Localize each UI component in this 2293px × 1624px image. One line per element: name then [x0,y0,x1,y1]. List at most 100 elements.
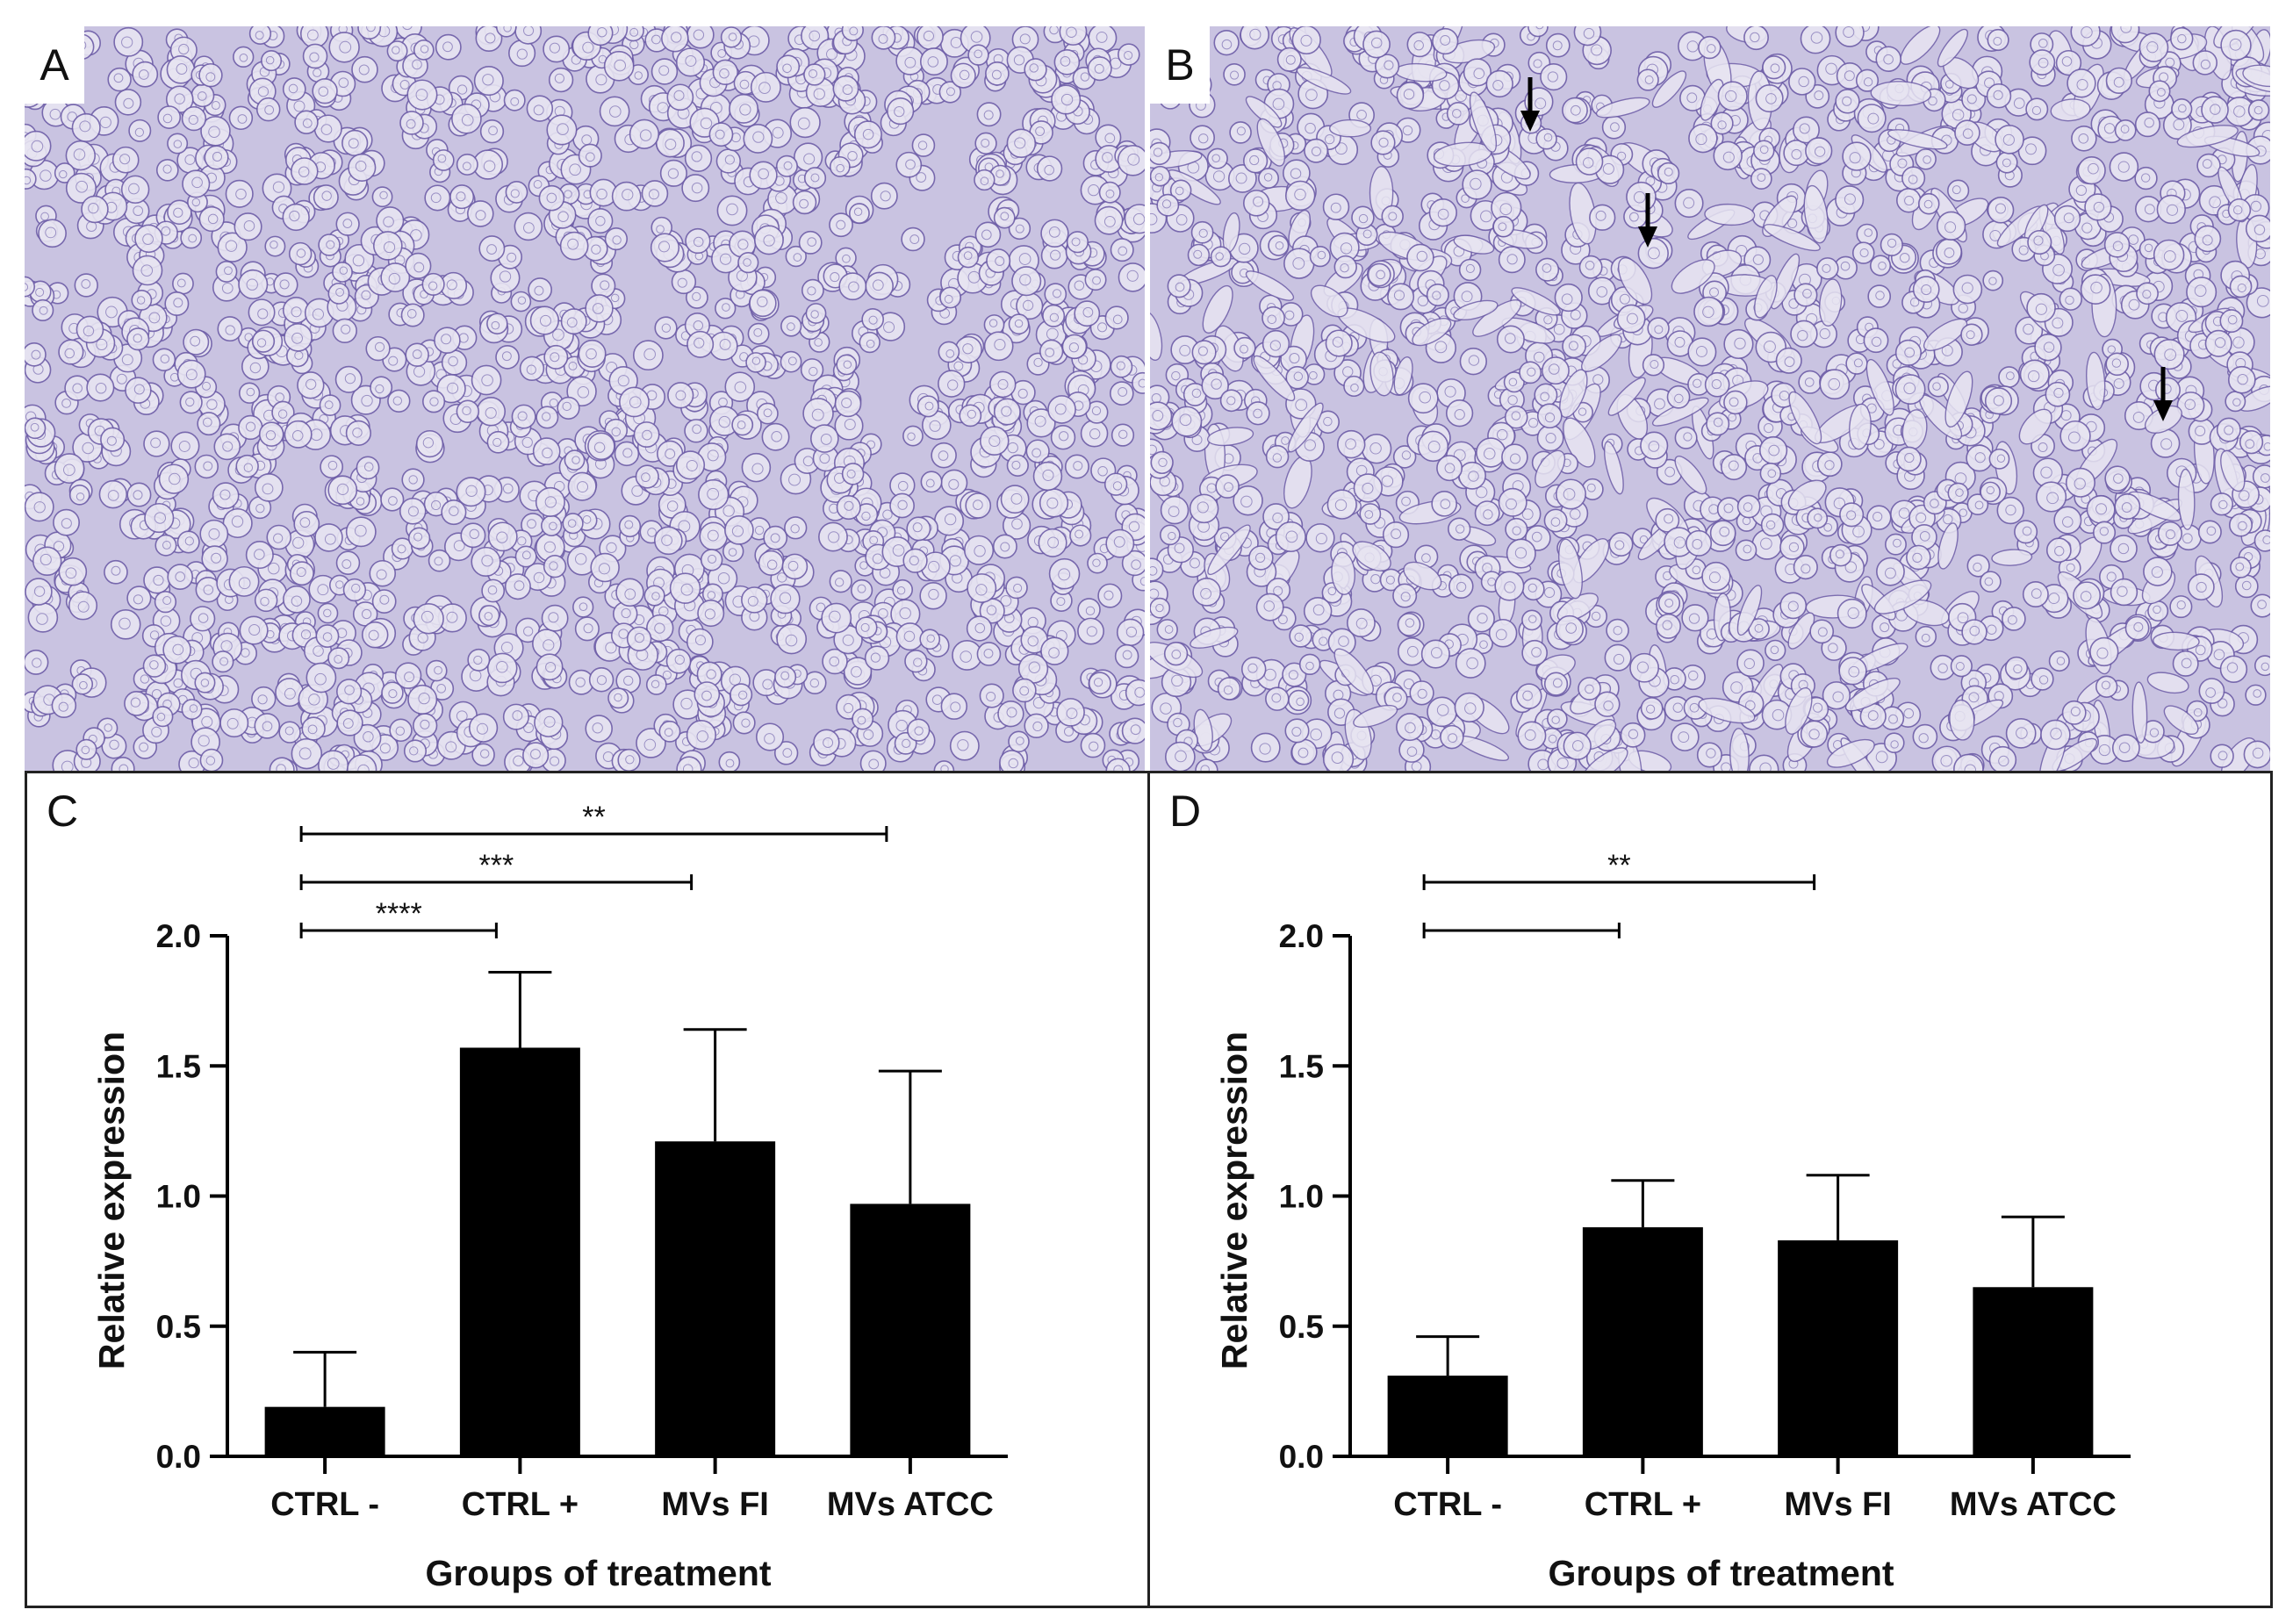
cell [1084,269,1107,291]
cell [1006,128,1037,159]
cell [933,506,965,536]
cell-nucleus [522,222,535,234]
cell-nucleus [868,315,878,325]
cell-nucleus [176,63,188,75]
cell [938,341,960,363]
cell-nucleus [205,756,216,765]
cell-nucleus [694,635,707,646]
cell-nucleus [482,74,494,86]
cell-nucleus [36,613,48,625]
cell [838,272,867,301]
cell [1988,448,2010,470]
cell-nucleus [33,501,46,514]
cell-nucleus [119,154,131,165]
cell-nucleus [248,624,261,636]
cell [1543,508,1568,533]
cell-nucleus [2144,204,2155,215]
cell-nucleus [2065,295,2074,305]
cell [859,750,887,771]
cell [413,603,444,635]
cell [805,303,827,324]
cell-nucleus [527,519,536,529]
cell-nucleus [666,500,679,512]
cell-nucleus [1139,577,1145,586]
cell [25,130,52,162]
cell [2196,153,2221,178]
cell-nucleus [189,704,198,713]
cell-nucleus [409,746,419,756]
cell-nucleus [422,437,435,449]
cell [993,206,1016,229]
cell-nucleus [462,406,471,416]
cell-nucleus [191,198,201,207]
cell-nucleus [658,65,670,76]
cell-nucleus [276,764,286,771]
cell [700,549,723,571]
cell [233,46,255,68]
cell-nucleus [445,741,457,753]
cell-nucleus [927,56,939,68]
cell-nucleus [62,463,75,477]
cell-nucleus [2218,751,2228,761]
cell-nucleus [782,63,792,74]
cell [895,47,924,75]
cell [58,339,84,365]
cell [829,212,853,238]
cell-nucleus [842,254,851,263]
cell [784,516,808,540]
cell [564,449,586,471]
cell-nucleus [363,462,374,472]
cell [1542,356,1570,385]
cell [407,684,438,715]
cell-nucleus [622,448,633,458]
cell [114,89,142,116]
cell-nucleus [375,384,385,394]
cell [406,79,438,111]
cell-nucleus [1032,721,1043,732]
cell [618,514,642,538]
cell-nucleus [1465,263,1475,274]
cell [949,730,980,761]
cell [650,233,680,262]
cell-nucleus [291,595,303,607]
cell-nucleus [661,323,672,333]
cell [54,162,75,183]
cell-nucleus [675,390,686,401]
cell [2216,417,2241,442]
cell-nucleus [1966,94,1977,104]
cell-nucleus [909,234,920,245]
cell-nucleus [739,79,750,90]
cell [190,83,215,108]
cell-nucleus [446,279,457,291]
cell-nucleus [503,26,512,32]
cell [456,399,480,423]
cell-nucleus [200,679,210,687]
cell-nucleus [770,533,780,543]
cell-nucleus [406,309,417,319]
cell [1535,449,1566,488]
cell [1696,742,1722,768]
cell [486,313,508,334]
cell [510,291,532,313]
cell-nucleus [499,270,512,283]
cell-nucleus [88,202,99,214]
cell [317,602,339,624]
cell [356,456,380,480]
cell [432,149,455,171]
cell-nucleus [404,672,415,683]
cell-nucleus [1091,406,1102,416]
cell-nucleus [680,697,693,710]
cell [729,93,759,124]
cell [486,430,510,454]
cell [1008,730,1030,753]
cell [645,674,667,695]
cell-nucleus [397,544,406,554]
cell-nucleus [534,285,544,296]
cell [345,516,377,548]
cell [181,699,203,721]
cell [1005,576,1028,600]
cell [1242,190,1270,217]
cell [758,550,784,576]
cell [511,404,536,429]
cell [1554,283,1583,313]
